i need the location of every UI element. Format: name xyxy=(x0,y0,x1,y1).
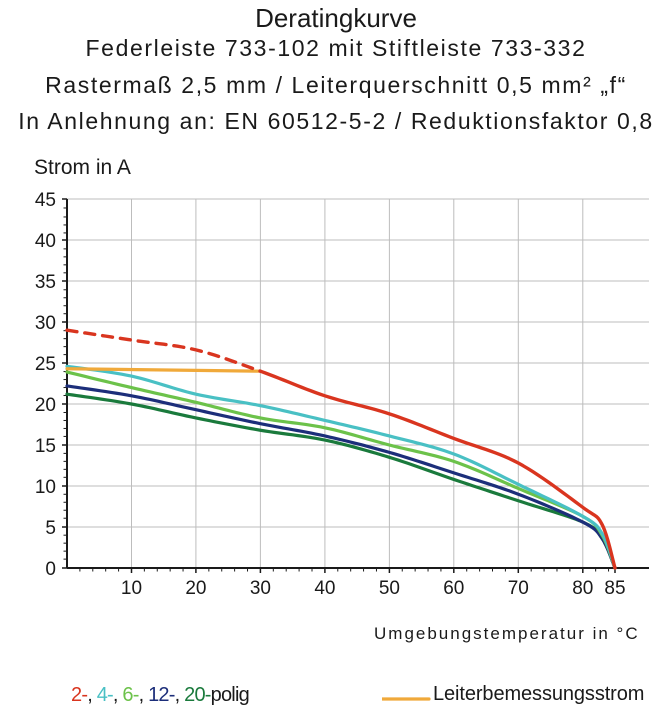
svg-text:70: 70 xyxy=(508,578,529,599)
svg-text:85: 85 xyxy=(604,578,625,599)
svg-text:30: 30 xyxy=(250,578,271,599)
svg-text:35: 35 xyxy=(35,272,56,293)
svg-text:45: 45 xyxy=(35,190,56,211)
svg-text:80: 80 xyxy=(572,578,593,599)
svg-text:10: 10 xyxy=(35,477,56,498)
svg-text:0: 0 xyxy=(45,559,56,580)
svg-text:20: 20 xyxy=(185,578,206,599)
svg-text:40: 40 xyxy=(314,578,335,599)
svg-text:60: 60 xyxy=(443,578,464,599)
svg-text:10: 10 xyxy=(121,578,142,599)
svg-text:5: 5 xyxy=(45,518,56,539)
svg-text:15: 15 xyxy=(35,436,56,457)
svg-text:20: 20 xyxy=(35,395,56,416)
svg-text:50: 50 xyxy=(379,578,400,599)
svg-text:40: 40 xyxy=(35,231,56,252)
svg-text:25: 25 xyxy=(35,354,56,375)
svg-text:30: 30 xyxy=(35,313,56,334)
